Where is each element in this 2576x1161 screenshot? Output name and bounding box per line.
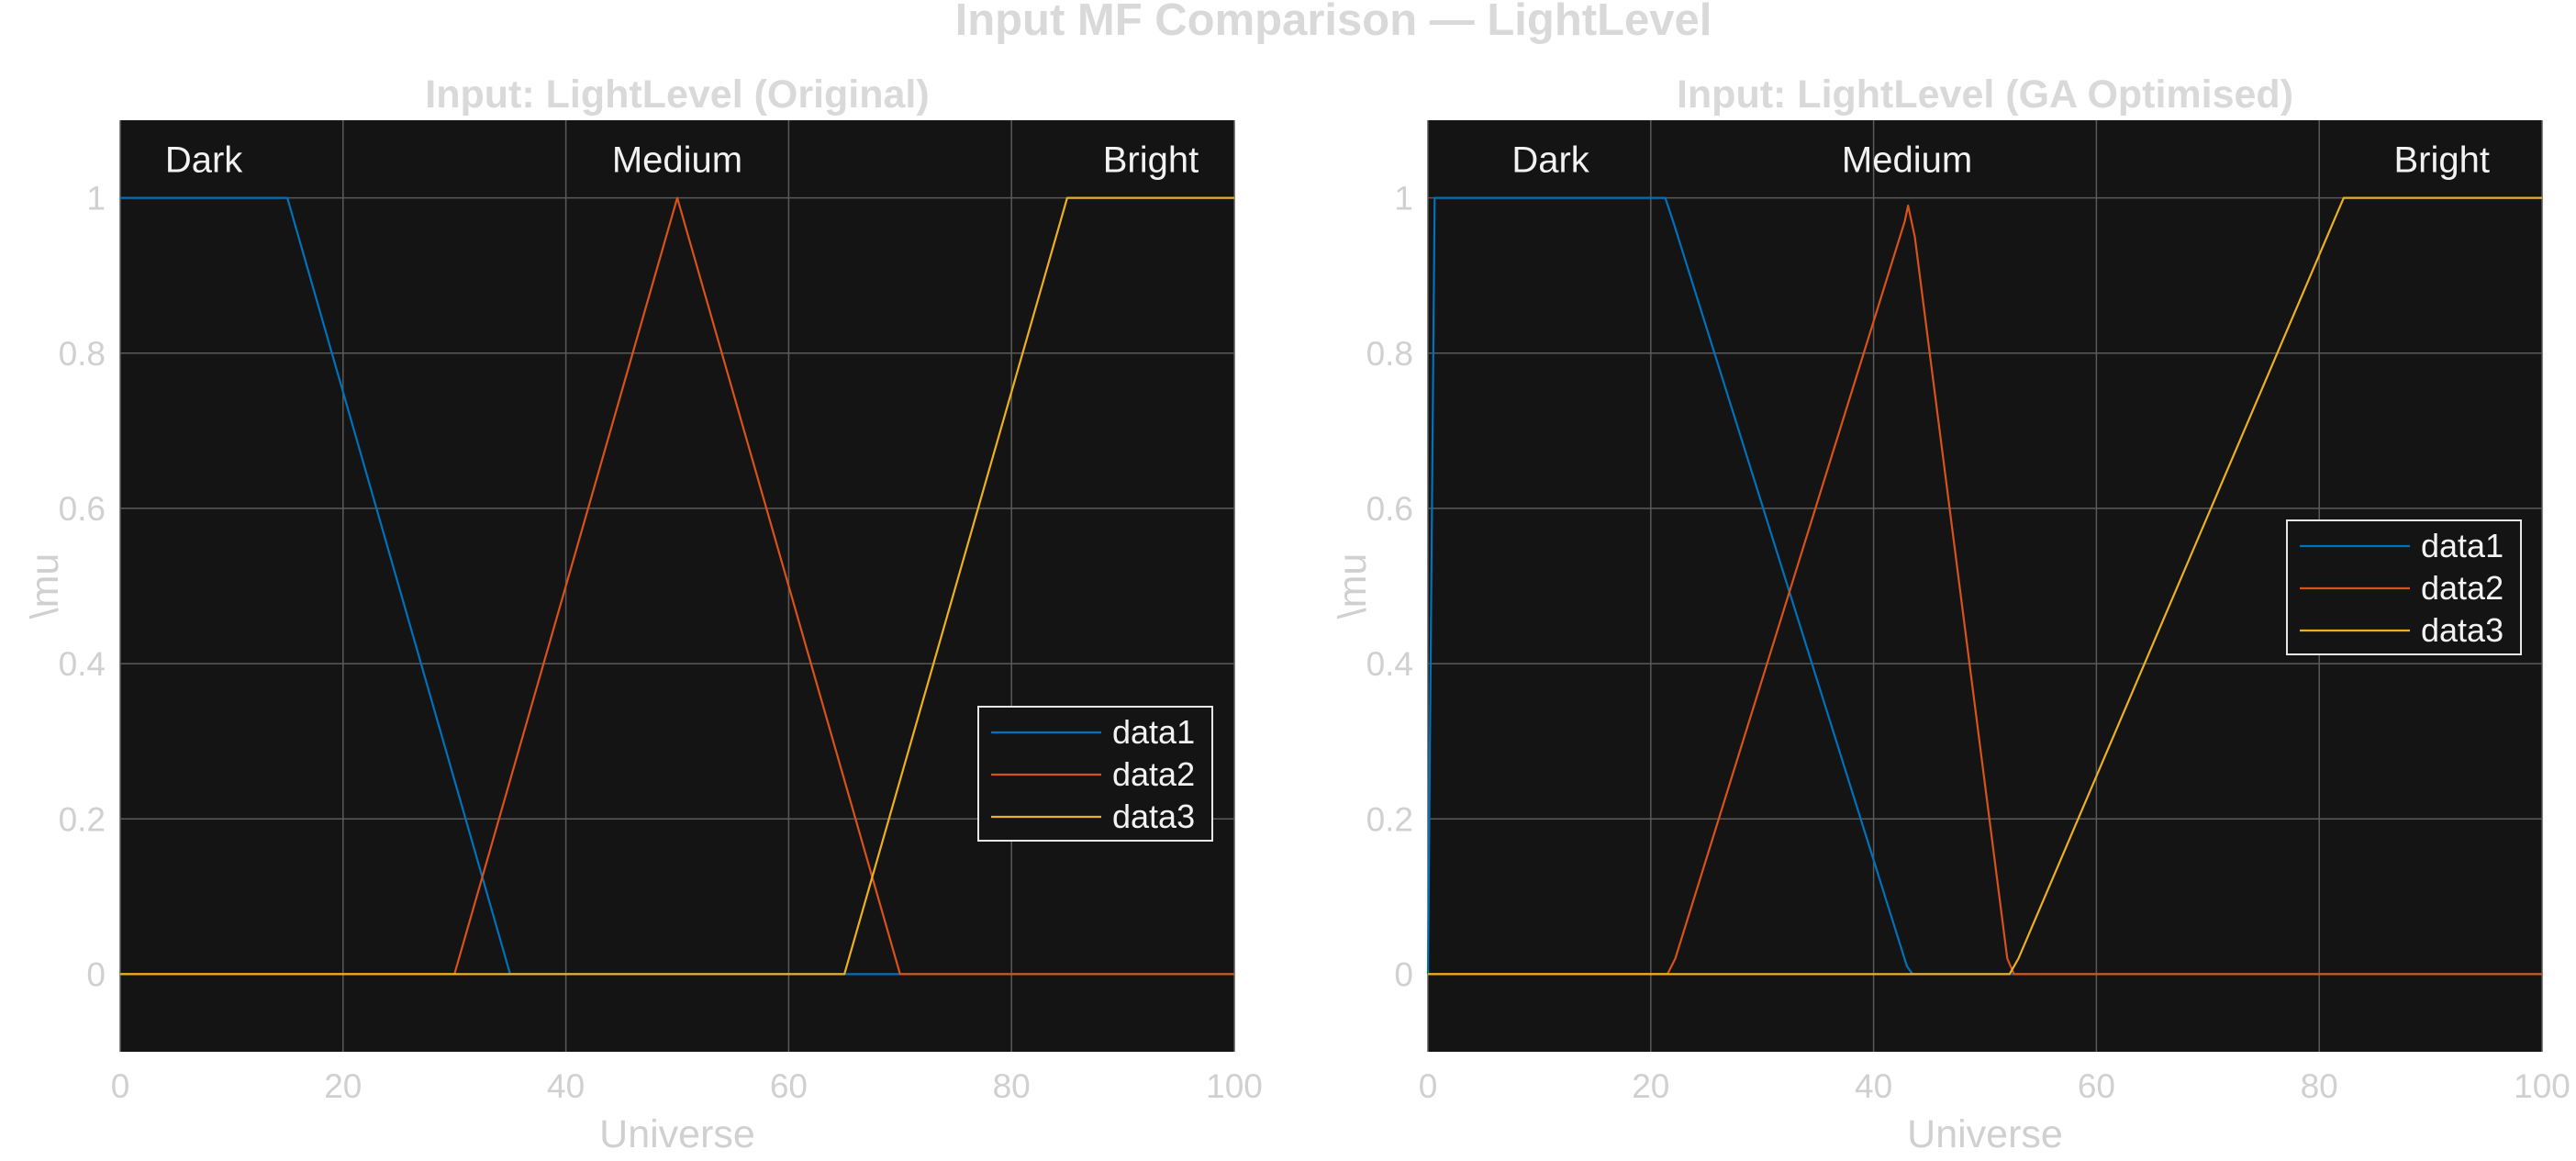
legend-label: data3 [1112,798,1195,835]
y-tick-label: 1 [1394,180,1413,218]
x-axis-label: Universe [1907,1112,2063,1156]
mf-label: Medium [1842,140,1972,180]
axes-original: 0 20 40 60 80 100 0 0.2 0.4 0.6 0.8 1 Universe \mu Inp… [23,73,1263,1156]
y-tick-label: 0.2 [1366,800,1413,838]
x-axis-label: Universe [599,1112,755,1156]
y-tick-label: 0.4 [59,645,106,683]
y-tick-label: 0.6 [1366,490,1413,528]
legend-label: data1 [1112,713,1195,751]
y-tick-label: 0.6 [59,490,106,528]
series-line-data3 [1428,196,2542,976]
y-tick-label: 0.2 [59,800,106,838]
legend: data1 data2 data3 [977,706,1213,842]
legend-label: data1 [2421,527,2504,564]
x-tick-label: 60 [770,1067,808,1105]
legend-label: data3 [2421,611,2504,649]
x-tick-label: 100 [2514,1067,2570,1105]
series-line-data3 [120,196,1234,976]
legend: data1 data2 data3 [2286,519,2522,655]
y-tick-label: 0.8 [59,335,106,373]
x-tick-label: 100 [1206,1067,1263,1105]
axes-ga-optimised: 0 20 40 60 80 100 0 0.2 0.4 0.6 0.8 1 Universe \mu Inp… [1331,73,2570,1156]
legend-label: data2 [1112,755,1195,793]
y-tick-label: 0 [86,955,106,993]
y-axis-label: \mu [1331,553,1375,620]
x-tick-label: 20 [324,1067,362,1105]
x-tick-label: 20 [1632,1067,1669,1105]
x-tick-label: 80 [993,1067,1031,1105]
x-tick-label: 0 [111,1067,130,1105]
x-tick-label: 60 [2078,1067,2115,1105]
y-tick-label: 0.4 [1366,645,1413,683]
y-tick-label: 1 [86,180,106,218]
axes-title: Input: LightLevel (Original) [425,73,929,117]
y-tick-label: 0 [1394,955,1413,993]
x-tick-label: 40 [1855,1067,1892,1105]
figure-suptitle: Input MF Comparison — LightLevel [955,0,1712,45]
mf-label: Bright [1103,140,1199,180]
mf-label: Bright [2393,140,2490,180]
series-line-data1 [120,196,1234,976]
x-tick-label: 40 [547,1067,585,1105]
x-tick-label: 0 [1419,1067,1438,1105]
y-axis-label: \mu [23,553,67,620]
legend-label: data2 [2421,569,2504,607]
x-tick-label: 80 [2301,1067,2338,1105]
axes-title: Input: LightLevel (GA Optimised) [1677,73,2293,117]
y-tick-label: 0.8 [1366,335,1413,373]
mf-label: Dark [165,140,243,180]
plot-area [120,120,1234,1052]
mf-label: Dark [1511,140,1589,180]
mf-label: Medium [612,140,742,180]
